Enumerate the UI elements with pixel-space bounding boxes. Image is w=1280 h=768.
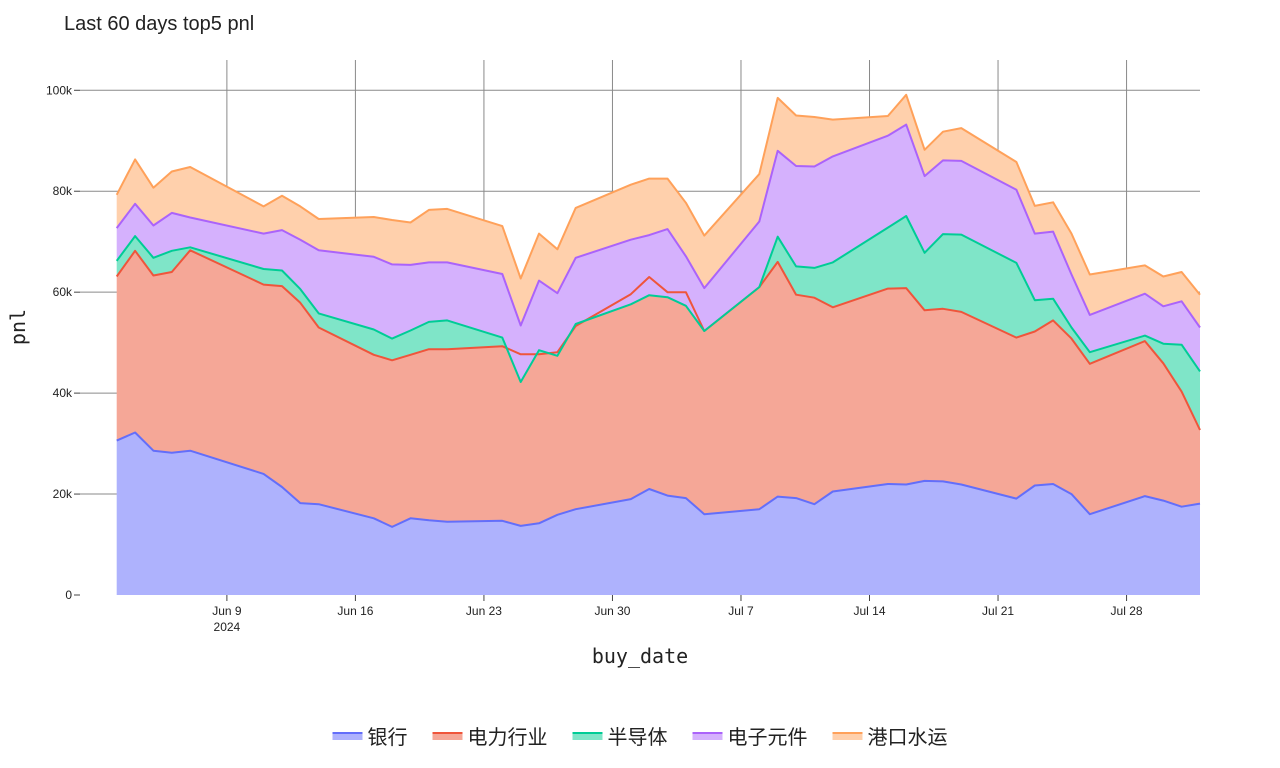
legend-swatch-2 (572, 733, 603, 740)
y-tick-label-0: 0 (65, 588, 72, 602)
series-area-0 (116, 432, 1201, 595)
x-tick-label-4: Jul 7 (728, 604, 754, 618)
legend-label-4: 港口水运 (868, 725, 948, 749)
legend-swatch-0 (332, 733, 363, 740)
legend-label-2: 半导体 (608, 725, 668, 749)
series-line-3 (115, 123, 1201, 329)
x-tick-label-0: Jun 9 (212, 604, 242, 618)
series-areas (116, 94, 1201, 595)
x-tick-label-2: Jun 23 (466, 604, 502, 618)
legend-label-0: 银行 (368, 725, 408, 749)
chart-title: Last 60 days top5 pnl (64, 13, 254, 35)
x-axis-ticks: Jun 9 2024 Jun 16 Jun 23 Jun 30 Jul 7 Jul 14 Ju… (212, 595, 1143, 634)
series-area-4 (116, 94, 1201, 328)
y-tick-label-4: 80k (53, 184, 73, 198)
x-axis-title: buy_date (592, 644, 688, 668)
series-area-2 (116, 216, 1201, 430)
legend-label-1: 电力行业 (468, 725, 548, 749)
x-tick-label-3: Jun 30 (594, 604, 630, 618)
legend-swatch-1 (432, 733, 463, 740)
series-line-0 (116, 431, 1201, 528)
x-tick-label-5: Jul 14 (853, 604, 885, 618)
legend-swatch-3 (692, 733, 723, 740)
x-tick-label-1: Jun 16 (337, 604, 373, 618)
y-axis-title: pnl (6, 309, 30, 345)
y-tick-label-1: 20k (53, 487, 73, 501)
y-axis-ticks: 0 20k 40k 60k 80k 100k (46, 83, 80, 602)
series-lines (115, 93, 1201, 528)
series-line-1 (115, 249, 1201, 431)
y-tick-label-3: 60k (53, 285, 73, 299)
legend-label-3: 电子元件 (728, 725, 808, 749)
x-tick-sublabel-0: 2024 (214, 620, 241, 634)
legend: 银行 电力行业 半导体 电子元件 港口水运 (332, 725, 948, 749)
series-area-1 (116, 250, 1201, 527)
y-tick-label-5: 100k (46, 83, 73, 97)
x-tick-label-7: Jul 28 (1111, 604, 1143, 618)
series-line-4 (115, 93, 1201, 296)
x-tick-label-6: Jul 21 (982, 604, 1014, 618)
y-tick-label-2: 40k (53, 386, 73, 400)
series-line-2 (115, 215, 1201, 383)
series-area-3 (116, 124, 1201, 382)
legend-swatch-4 (832, 733, 863, 740)
